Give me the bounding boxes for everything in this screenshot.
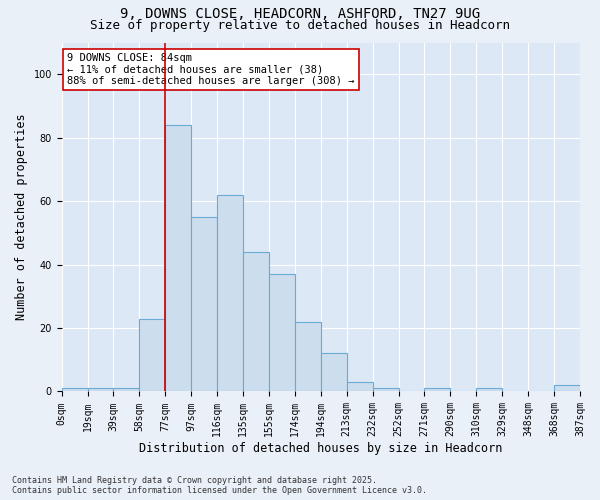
Bar <box>166 125 191 392</box>
Text: Size of property relative to detached houses in Headcorn: Size of property relative to detached ho… <box>90 19 510 32</box>
Bar <box>424 388 451 392</box>
Bar <box>269 274 295 392</box>
Bar <box>88 388 113 392</box>
Bar <box>347 382 373 392</box>
Bar <box>295 322 321 392</box>
Text: 9, DOWNS CLOSE, HEADCORN, ASHFORD, TN27 9UG: 9, DOWNS CLOSE, HEADCORN, ASHFORD, TN27 … <box>120 8 480 22</box>
Bar <box>476 388 502 392</box>
X-axis label: Distribution of detached houses by size in Headcorn: Distribution of detached houses by size … <box>139 442 503 455</box>
Text: Contains HM Land Registry data © Crown copyright and database right 2025.
Contai: Contains HM Land Registry data © Crown c… <box>12 476 427 495</box>
Text: 9 DOWNS CLOSE: 84sqm
← 11% of detached houses are smaller (38)
88% of semi-detac: 9 DOWNS CLOSE: 84sqm ← 11% of detached h… <box>67 53 355 86</box>
Bar <box>191 217 217 392</box>
Bar <box>554 385 580 392</box>
Bar <box>113 388 139 392</box>
Bar <box>243 252 269 392</box>
Bar <box>321 354 347 392</box>
Y-axis label: Number of detached properties: Number of detached properties <box>15 114 28 320</box>
Bar <box>62 388 88 392</box>
Bar <box>139 318 166 392</box>
Bar <box>217 195 243 392</box>
Bar <box>373 388 398 392</box>
